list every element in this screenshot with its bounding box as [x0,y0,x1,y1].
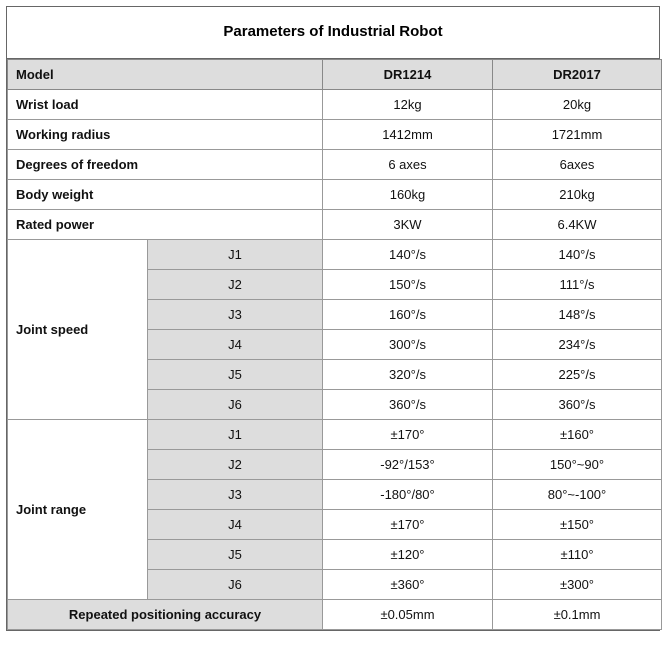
accuracy-m2: ±0.1mm [493,600,662,630]
row-rated-power: Rated power 3KW 6.4KW [8,210,662,240]
working-radius-label: Working radius [8,120,323,150]
joint-range-label: Joint range [8,420,148,600]
joint-range-j5-m1: ±120° [323,540,493,570]
parameters-table-container: Parameters of Industrial Robot Model DR1… [6,6,660,631]
dof-label: Degrees of freedom [8,150,323,180]
row-dof: Degrees of freedom 6 axes 6axes [8,150,662,180]
joint-speed-j5-label: J5 [148,360,323,390]
rated-power-m1: 3KW [323,210,493,240]
body-weight-m2: 210kg [493,180,662,210]
row-joint-range-j1: Joint range J1 ±170° ±160° [8,420,662,450]
joint-speed-j1-label: J1 [148,240,323,270]
row-working-radius: Working radius 1412mm 1721mm [8,120,662,150]
body-weight-m1: 160kg [323,180,493,210]
joint-range-j1-label: J1 [148,420,323,450]
joint-speed-j3-m1: 160°/s [323,300,493,330]
joint-speed-j6-m1: 360°/s [323,390,493,420]
page-title: Parameters of Industrial Robot [7,7,659,59]
joint-speed-j3-label: J3 [148,300,323,330]
row-accuracy: Repeated positioning accuracy ±0.05mm ±0… [8,600,662,630]
joint-range-j2-label: J2 [148,450,323,480]
joint-range-j6-m2: ±300° [493,570,662,600]
joint-speed-label: Joint speed [8,240,148,420]
joint-speed-j5-m2: 225°/s [493,360,662,390]
model-label: Model [8,60,323,90]
joint-speed-j4-m1: 300°/s [323,330,493,360]
joint-range-j6-label: J6 [148,570,323,600]
joint-range-j3-m1: -180°/80° [323,480,493,510]
joint-range-j3-label: J3 [148,480,323,510]
joint-speed-j1-m2: 140°/s [493,240,662,270]
working-radius-m1: 1412mm [323,120,493,150]
joint-range-j5-label: J5 [148,540,323,570]
joint-range-j4-m1: ±170° [323,510,493,540]
joint-range-j2-m2: 150°~90° [493,450,662,480]
joint-speed-j5-m1: 320°/s [323,360,493,390]
wrist-load-m1: 12kg [323,90,493,120]
dof-m1: 6 axes [323,150,493,180]
joint-range-j6-m1: ±360° [323,570,493,600]
rated-power-label: Rated power [8,210,323,240]
header-row: Model DR1214 DR2017 [8,60,662,90]
parameters-table: Model DR1214 DR2017 Wrist load 12kg 20kg… [7,59,662,630]
joint-speed-j4-m2: 234°/s [493,330,662,360]
joint-range-j4-m2: ±150° [493,510,662,540]
joint-range-j4-label: J4 [148,510,323,540]
joint-speed-j2-m2: 111°/s [493,270,662,300]
joint-speed-j1-m1: 140°/s [323,240,493,270]
dof-m2: 6axes [493,150,662,180]
accuracy-label: Repeated positioning accuracy [8,600,323,630]
row-body-weight: Body weight 160kg 210kg [8,180,662,210]
row-joint-speed-j1: Joint speed J1 140°/s 140°/s [8,240,662,270]
accuracy-m1: ±0.05mm [323,600,493,630]
joint-speed-j6-label: J6 [148,390,323,420]
model-col-2: DR2017 [493,60,662,90]
joint-range-j3-m2: 80°~-100° [493,480,662,510]
body-weight-label: Body weight [8,180,323,210]
joint-range-j1-m1: ±170° [323,420,493,450]
joint-speed-j3-m2: 148°/s [493,300,662,330]
wrist-load-label: Wrist load [8,90,323,120]
wrist-load-m2: 20kg [493,90,662,120]
model-col-1: DR1214 [323,60,493,90]
rated-power-m2: 6.4KW [493,210,662,240]
joint-speed-j2-m1: 150°/s [323,270,493,300]
joint-speed-j2-label: J2 [148,270,323,300]
joint-range-j5-m2: ±110° [493,540,662,570]
working-radius-m2: 1721mm [493,120,662,150]
joint-speed-j6-m2: 360°/s [493,390,662,420]
joint-speed-j4-label: J4 [148,330,323,360]
row-wrist-load: Wrist load 12kg 20kg [8,90,662,120]
joint-range-j2-m1: -92°/153° [323,450,493,480]
joint-range-j1-m2: ±160° [493,420,662,450]
